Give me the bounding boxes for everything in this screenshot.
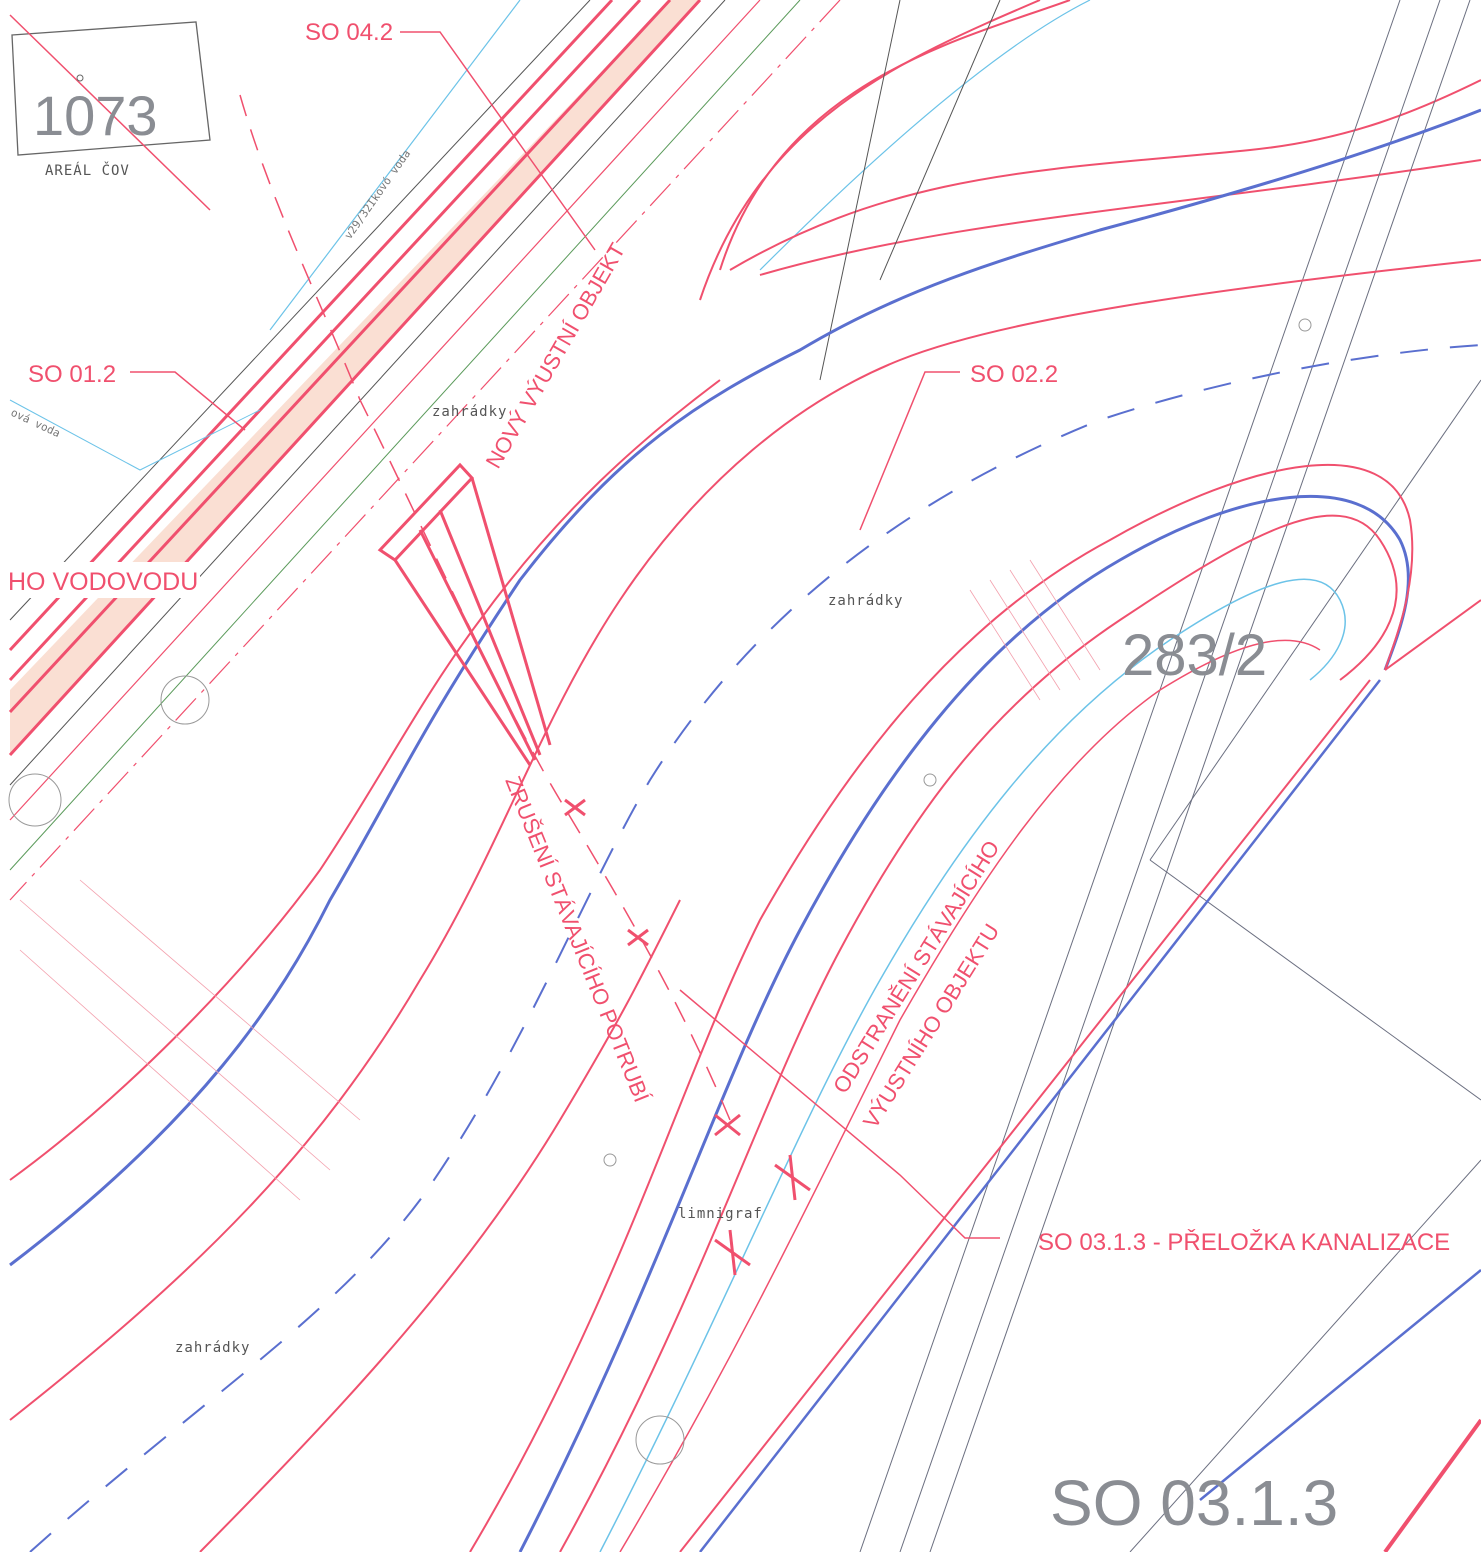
lower-right-lines bbox=[679, 679, 1481, 1552]
manhole-circle-icon bbox=[8, 318, 1312, 1465]
existing-pipe-line bbox=[239, 94, 731, 1121]
label-zahradky-2: zahrádky bbox=[828, 593, 903, 609]
parcel-1073-box bbox=[9, 14, 211, 211]
label-zruseni-potrubi: ZRUŠENÍ STÁVAJÍCÍHO POTRUBÍ bbox=[500, 773, 654, 1107]
label-so-04-2: SO 04.2 bbox=[305, 19, 393, 46]
label-voda-2: ová voda bbox=[9, 406, 63, 440]
water-stream-line-2 bbox=[9, 399, 261, 471]
label-zahradky-1: zahrádky bbox=[432, 404, 507, 420]
big-title-so-03-1-3: SO 03.1.3 bbox=[1050, 1467, 1338, 1539]
hairpin-curve bbox=[469, 464, 1481, 1552]
label-vodovodu: HO VODOVODU bbox=[8, 568, 198, 596]
stream-centerline bbox=[29, 344, 1481, 1552]
label-so-02-2: SO 02.2 bbox=[970, 361, 1058, 388]
parcel-number-283-2: 283/2 bbox=[1122, 623, 1267, 688]
label-areal-cov: AREÁL ČOV bbox=[45, 161, 130, 179]
gray-survey-lines bbox=[859, 0, 1481, 1552]
parcel-number-1073: 1073 bbox=[33, 84, 158, 147]
new-outfall-structure bbox=[377, 462, 552, 766]
label-so-01-2: SO 01.2 bbox=[28, 361, 116, 388]
cross-removal-icon bbox=[564, 798, 811, 1276]
label-limnigraf: limnigraf bbox=[678, 1206, 763, 1222]
label-leader-lines bbox=[130, 31, 1000, 1239]
label-zahradky-3: zahrádky bbox=[175, 1340, 250, 1356]
river-banks bbox=[9, 259, 1481, 1552]
water-stream-line bbox=[269, 0, 521, 331]
upper-road-curves bbox=[699, 0, 1481, 381]
label-novy-vyustni-objekt: NOVÝ VÝUSTNÍ OBJEKT bbox=[481, 239, 630, 473]
main-blue-stream bbox=[9, 108, 1481, 1267]
vodovodu-label-background bbox=[5, 562, 200, 598]
label-so-03-1-3-prelozka: SO 03.1.3 - PŘELOŽKA KANALIZACE bbox=[1038, 1229, 1450, 1256]
cross-section-hatch bbox=[19, 559, 1101, 1201]
